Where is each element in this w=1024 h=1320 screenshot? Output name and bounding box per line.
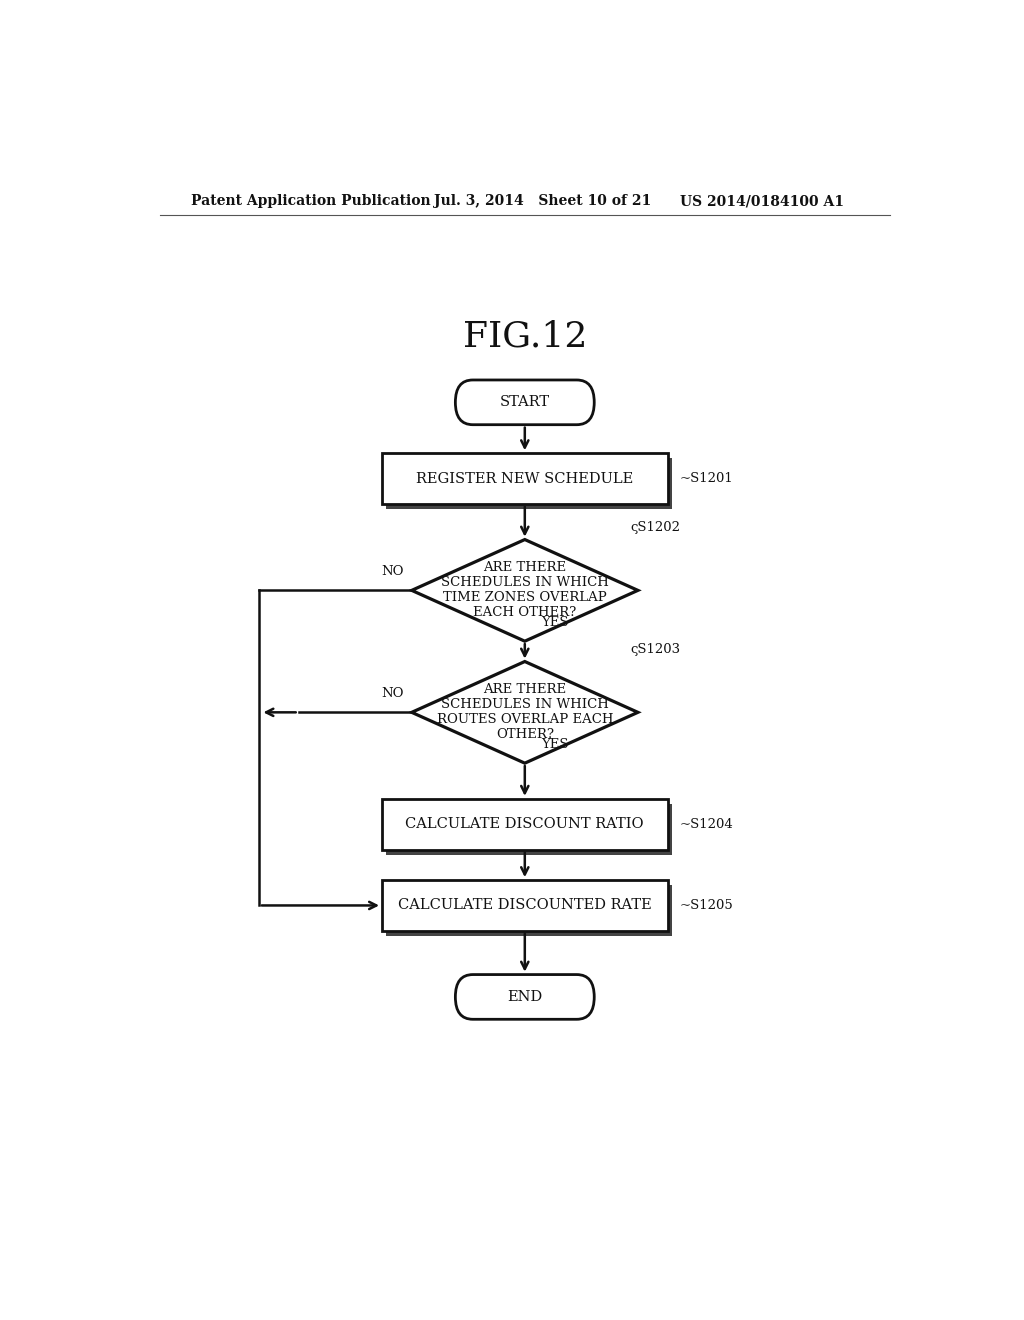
Text: ~S1205: ~S1205 xyxy=(680,899,733,912)
FancyBboxPatch shape xyxy=(456,974,594,1019)
Text: ~S1201: ~S1201 xyxy=(680,473,733,484)
Bar xyxy=(386,804,672,854)
Text: FIG.12: FIG.12 xyxy=(463,319,587,354)
FancyBboxPatch shape xyxy=(456,380,594,425)
Text: ςS1202: ςS1202 xyxy=(630,521,680,535)
Text: START: START xyxy=(500,395,550,409)
Text: ARE THERE
SCHEDULES IN WHICH
TIME ZONES OVERLAP
EACH OTHER?: ARE THERE SCHEDULES IN WHICH TIME ZONES … xyxy=(441,561,608,619)
Polygon shape xyxy=(412,661,638,763)
Text: CALCULATE DISCOUNT RATIO: CALCULATE DISCOUNT RATIO xyxy=(406,817,644,832)
Bar xyxy=(386,458,672,510)
Text: NO: NO xyxy=(381,688,403,700)
Text: ARE THERE
SCHEDULES IN WHICH
ROUTES OVERLAP EACH
OTHER?: ARE THERE SCHEDULES IN WHICH ROUTES OVER… xyxy=(436,684,613,742)
Bar xyxy=(386,886,672,936)
Bar xyxy=(382,799,668,850)
Text: CALCULATE DISCOUNTED RATE: CALCULATE DISCOUNTED RATE xyxy=(398,899,651,912)
Text: END: END xyxy=(507,990,543,1005)
Text: YES: YES xyxy=(541,738,568,751)
Polygon shape xyxy=(412,540,638,642)
Text: Patent Application Publication: Patent Application Publication xyxy=(191,194,431,209)
Text: NO: NO xyxy=(381,565,403,578)
Bar xyxy=(382,453,668,504)
Bar xyxy=(382,880,668,931)
Text: YES: YES xyxy=(541,616,568,630)
Text: ςS1203: ςS1203 xyxy=(630,643,680,656)
Text: Jul. 3, 2014   Sheet 10 of 21: Jul. 3, 2014 Sheet 10 of 21 xyxy=(433,194,651,209)
Text: REGISTER NEW SCHEDULE: REGISTER NEW SCHEDULE xyxy=(416,471,634,486)
Text: US 2014/0184100 A1: US 2014/0184100 A1 xyxy=(680,194,844,209)
Text: ~S1204: ~S1204 xyxy=(680,817,733,830)
